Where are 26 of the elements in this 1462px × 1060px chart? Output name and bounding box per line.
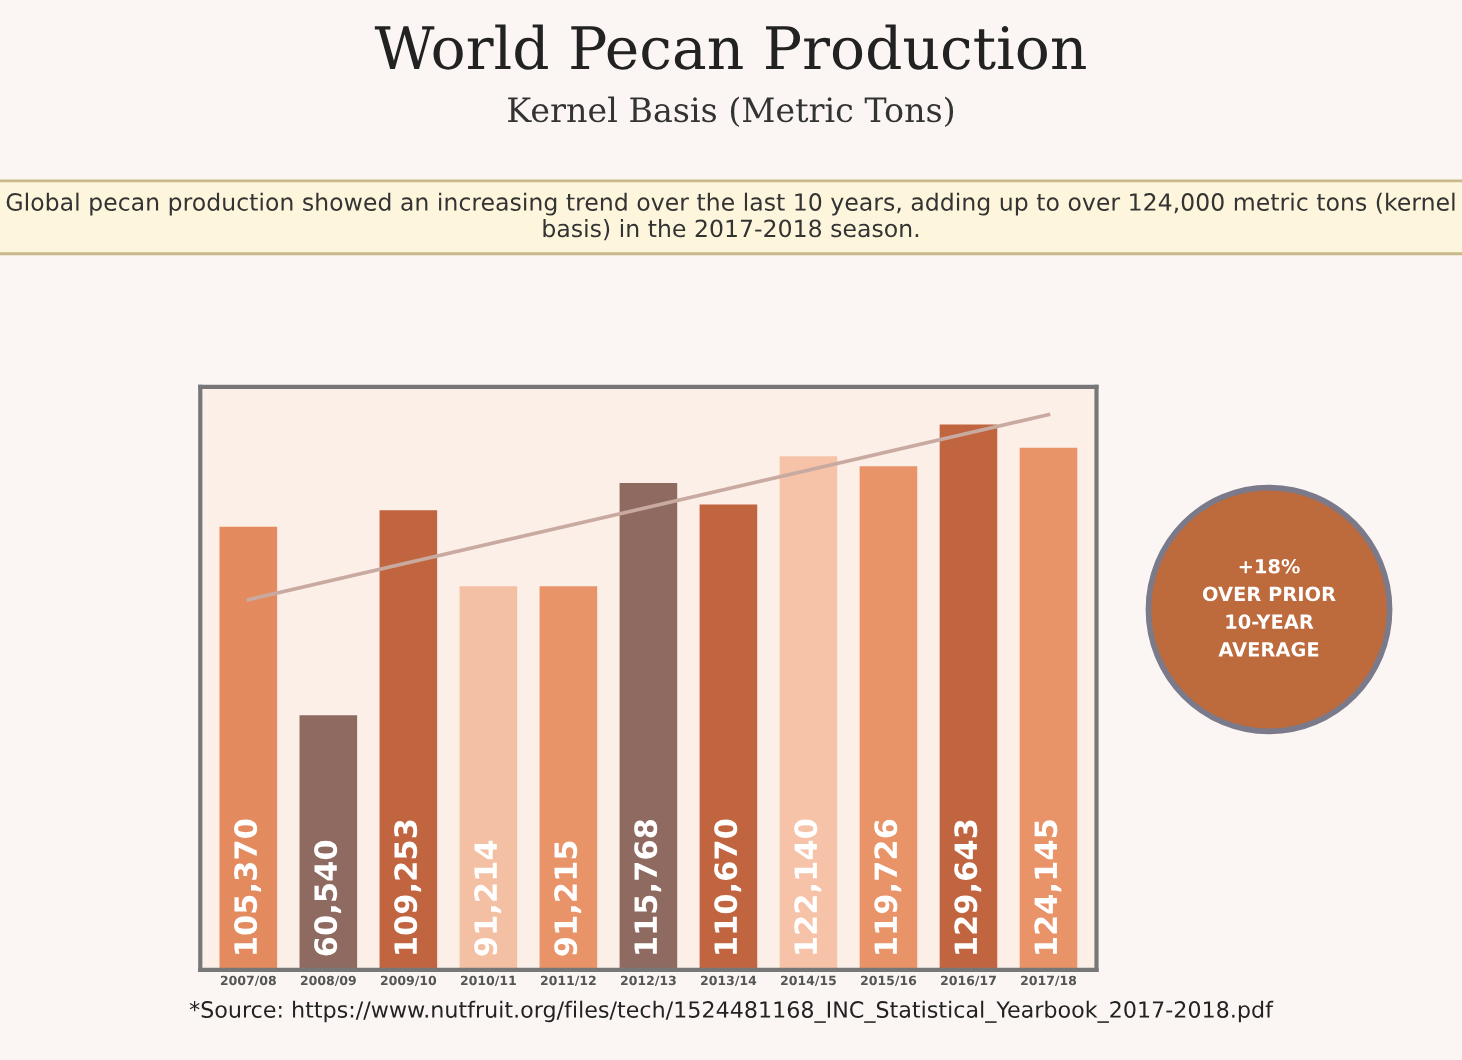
data-label: 91,215: [554, 841, 582, 956]
data-label: 110,670: [714, 819, 742, 954]
data-label: 122,140: [794, 819, 822, 954]
chart-subtitle: Kernel Basis (Metric Tons): [508, 96, 954, 128]
text: *Source: https://www.nutfruit.org/files/tech/1524481168_INC_Statistical_Yearbook_2017-2018.pdf: [189, 1000, 1274, 1023]
data-label: 119,726: [874, 819, 902, 954]
chart-title: World Pecan Production: [374, 24, 1086, 70]
bar: [779, 456, 838, 970]
data-label: 129,643: [954, 820, 982, 954]
data-label: 91,214: [474, 840, 502, 956]
data-label: 60,540: [314, 840, 342, 956]
text: Global pecan production showed an increasing trend over the last 10 years, adding up to over 124,000 metric tons (kernel basis) in the 2017-2018 season.: [6, 192, 1455, 241]
data-label: 105,370: [234, 819, 262, 954]
data-label: 115,768: [634, 820, 662, 954]
bar: [379, 510, 438, 970]
bar: [539, 586, 598, 970]
bar: [699, 504, 758, 970]
bar: [859, 466, 918, 970]
text: +18% OVER PRIOR 10-YEAR AVERAGE: [1202, 558, 1336, 657]
bar: [459, 586, 518, 970]
bar: [939, 424, 998, 970]
data-label: 109,253: [394, 820, 422, 954]
bar: [1019, 447, 1078, 970]
data-label: 124,145: [1034, 820, 1062, 954]
bar: [219, 526, 278, 970]
bar: [619, 482, 678, 970]
